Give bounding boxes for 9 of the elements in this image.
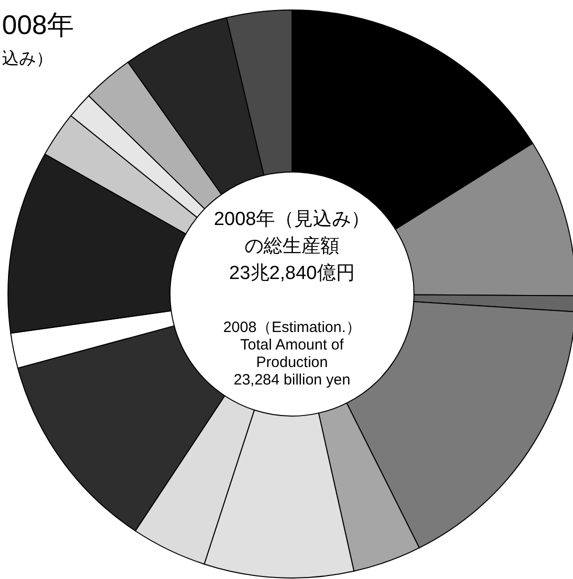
annotation: Total Amount of <box>240 336 344 354</box>
annotation: 込み） <box>2 49 53 68</box>
annotation: の総生産額 <box>244 236 340 257</box>
annotation: 23兆2,840億円 <box>229 263 355 284</box>
annotation: Production <box>256 354 328 371</box>
annotation: 2008年（見込み） <box>214 209 370 230</box>
annotation: 2008（Estimation.） <box>223 319 361 336</box>
annotation: 23,284 billion yen <box>234 372 350 388</box>
annotation: 008年 <box>2 10 74 40</box>
